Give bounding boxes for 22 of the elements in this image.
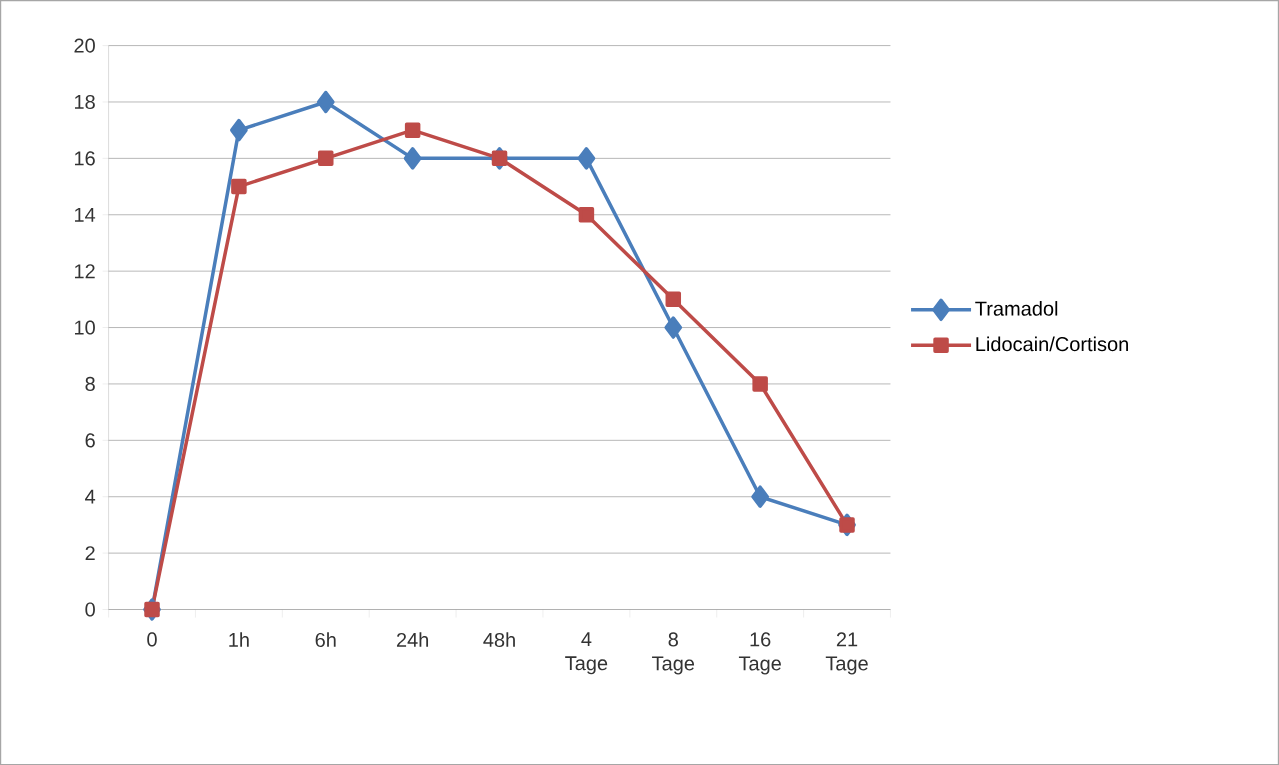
y-tick-label: 4 [85, 489, 96, 504]
x-tick-label: 8 Tage [652, 632, 695, 675]
x-tick-label: 1h [229, 632, 249, 647]
y-tick-label: 14 [75, 207, 96, 222]
x-tick-label: 6h [315, 632, 336, 648]
y-tick-label: 12 [75, 264, 95, 279]
y-tick-label: 10 [75, 320, 95, 335]
y-tick-label: 6 [85, 433, 95, 448]
y-tick-label: 0 [85, 602, 95, 617]
x-tick-label: 24h [396, 632, 429, 647]
y-tick-label: 2 [85, 546, 95, 561]
x-tick-label: 48h [483, 632, 515, 648]
y-tick-label: 16 [75, 151, 95, 166]
legend-label: Lidocain/Cortison [976, 336, 1128, 352]
y-tick-label: 18 [75, 94, 95, 110]
x-tick-label: 16 Tage [738, 632, 781, 675]
x-tick-label: 0 [147, 632, 157, 647]
x-tick-label: 21 Tage [825, 632, 868, 675]
x-tick-label: 4 Tage [565, 632, 608, 675]
legend-label: Tramadol [975, 301, 1058, 316]
y-tick-label: 8 [85, 376, 95, 391]
y-tick-label: 20 [74, 38, 95, 53]
